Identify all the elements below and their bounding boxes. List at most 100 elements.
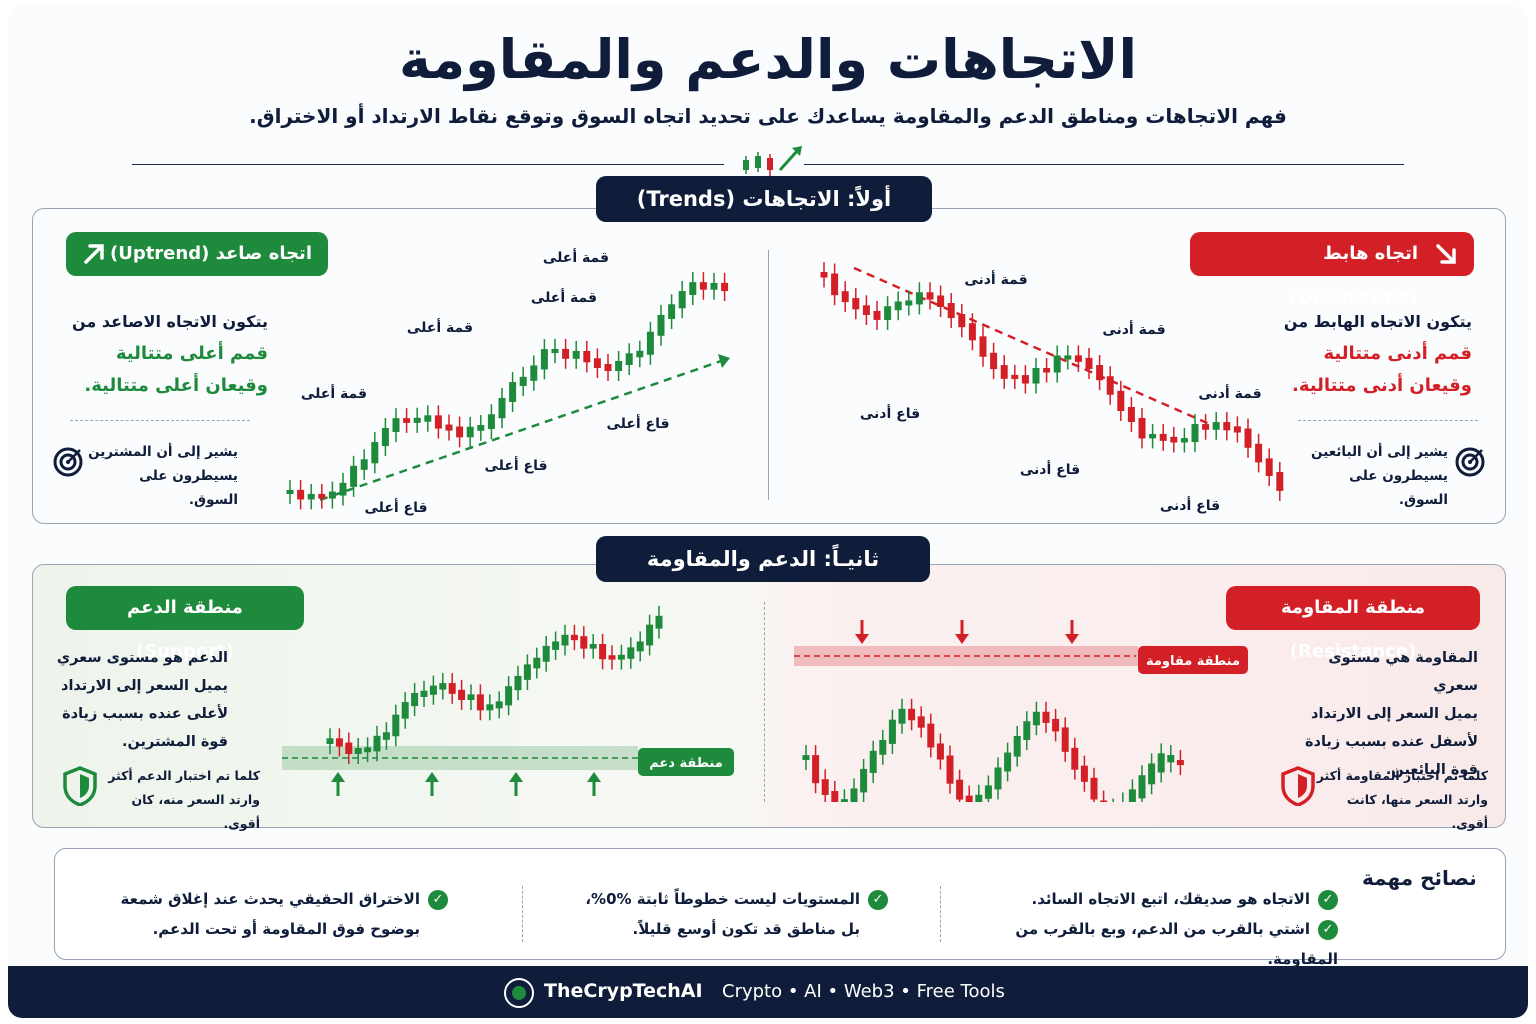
downtrend-peak-label-3: قمة أدنى [1198, 384, 1261, 402]
candle [873, 300, 881, 330]
candle [608, 645, 616, 670]
candle [615, 350, 623, 382]
candle [627, 637, 635, 669]
support-line-2: يميل السعر إلى الارتداد [61, 678, 228, 694]
candle [1080, 755, 1088, 792]
support-badge: منطقة الدعم (Support) [66, 586, 304, 662]
candle [439, 673, 447, 700]
footer: TheCrypTechAI Crypto • AI • Web3 • Free … [8, 966, 1528, 1018]
target-icon [53, 447, 83, 477]
candle [572, 340, 580, 369]
uptrend-chart: قمة أعلى قمة أعلى قمة أعلى قمة أعلى قاع … [286, 248, 730, 516]
candle [915, 282, 923, 315]
downtrend-note-2: يسيطرون على السوق. [1349, 468, 1448, 508]
support-line-3: لأعلى عنده بسبب زيادة [62, 706, 228, 722]
resistance-chart: منطقة مقاومة [794, 620, 1248, 802]
trends-divider [768, 250, 769, 500]
candle [1122, 792, 1124, 802]
candle [1032, 358, 1040, 394]
candle [1052, 708, 1060, 742]
uptrend-line-2: قمم أعلى متتالية [115, 343, 268, 364]
downtrend-line-1: يتكون الاتجاه الهابط من [1283, 312, 1472, 331]
candle [908, 698, 916, 731]
resistance-zone-label: منطقة مقاومة [1146, 654, 1240, 669]
candle [1043, 358, 1051, 383]
candle [1004, 742, 1012, 782]
downtrend-note-1: يشير إلى أن البائعين [1311, 444, 1448, 460]
candle [884, 296, 892, 330]
candle [1176, 750, 1184, 776]
downtrend-trough-label-2: قاع أدنى [1020, 460, 1080, 478]
check-icon: ✓ [428, 889, 448, 910]
candle [1021, 365, 1029, 394]
tip-3-text-b: بل مناطق قد تكون أوسع قليلاً. [632, 920, 861, 938]
uptrend-line-3: وقيعان أعلى متتالية. [84, 375, 268, 396]
candle [1223, 412, 1231, 441]
candle [540, 339, 548, 380]
check-icon: ✓ [1318, 919, 1338, 940]
candle [990, 342, 998, 380]
candle [373, 725, 381, 762]
candle [286, 479, 294, 504]
uptrend-line-arrow [718, 354, 730, 368]
candle [1276, 461, 1284, 501]
tips-title: نصائح مهمة [1362, 866, 1477, 890]
candle [636, 340, 644, 368]
candle [821, 769, 829, 802]
resistance-rejection-arrow-head [1065, 634, 1079, 644]
downtrend-peak-label-1: قمة أدنى [964, 270, 1027, 288]
tip-4-text-a: الاختراق الحقيقي يحدث عند إغلاق شمعة [120, 890, 421, 908]
candle [318, 483, 326, 509]
candle [1013, 725, 1021, 767]
support-note-2: وارتد السعر منه، كان أقوى. [131, 792, 260, 831]
candle [850, 778, 858, 802]
candle [1042, 701, 1050, 733]
candle [593, 348, 601, 379]
downtrend-description: يتكون الاتجاه الهابط من قمم أدنى متتالية… [1258, 306, 1472, 402]
candle [1148, 753, 1156, 795]
candle [542, 635, 550, 672]
support-line-1: الدعم هو مستوى سعري [56, 650, 228, 666]
candle [860, 758, 868, 802]
candle [604, 354, 612, 382]
sr-divider [764, 602, 765, 802]
candle [1170, 426, 1178, 453]
candle [1167, 745, 1175, 773]
candle [339, 472, 347, 506]
resistance-rejection-arrow-head [955, 634, 969, 644]
support-bounce-arrow-head [587, 772, 601, 782]
page-title: الاتجاهات والدعم والمقاومة [399, 28, 1137, 91]
candle [926, 282, 934, 310]
uptrend-peak-label-2: قمة أعلى [407, 318, 473, 336]
tip-4-text-b: بوضوح فوق المقاومة أو تحت الدعم. [152, 920, 420, 938]
candle [580, 626, 588, 659]
candle [947, 293, 955, 329]
candle [599, 634, 607, 670]
downtrend-note: يشير إلى أن البائعين يسيطرون على السوق. [1298, 440, 1448, 512]
candle [1000, 355, 1008, 389]
candle [401, 692, 409, 729]
candle [812, 745, 820, 794]
candle [476, 684, 484, 721]
tips-divider-2 [522, 886, 523, 942]
uptrend-peak-label-3: قمة أعلى [531, 288, 597, 306]
candle [495, 691, 503, 719]
candle [392, 704, 400, 747]
resistance-line-3: لأسفل عنده بسبب زيادة [1304, 734, 1478, 750]
candle [350, 455, 358, 497]
candle [1117, 380, 1125, 421]
downtrend-line-2: قمم أدنى متتالية [1323, 343, 1473, 364]
candle [831, 263, 839, 306]
resistance-line-1: المقاومة هي مستوى سعري [1328, 650, 1478, 694]
tip-2-text: اشتي بالقرب من الدعم، وبع بالقرب من المق… [1015, 920, 1338, 968]
candle [487, 404, 495, 440]
candle [968, 313, 976, 351]
candle [561, 624, 569, 656]
candle [360, 449, 368, 480]
resistance-line-4: قوة البائعين. [1385, 762, 1478, 778]
candle [562, 338, 570, 369]
candle [589, 634, 597, 659]
candle [636, 631, 644, 662]
candle [869, 740, 877, 783]
uptrend-separator [70, 420, 250, 421]
